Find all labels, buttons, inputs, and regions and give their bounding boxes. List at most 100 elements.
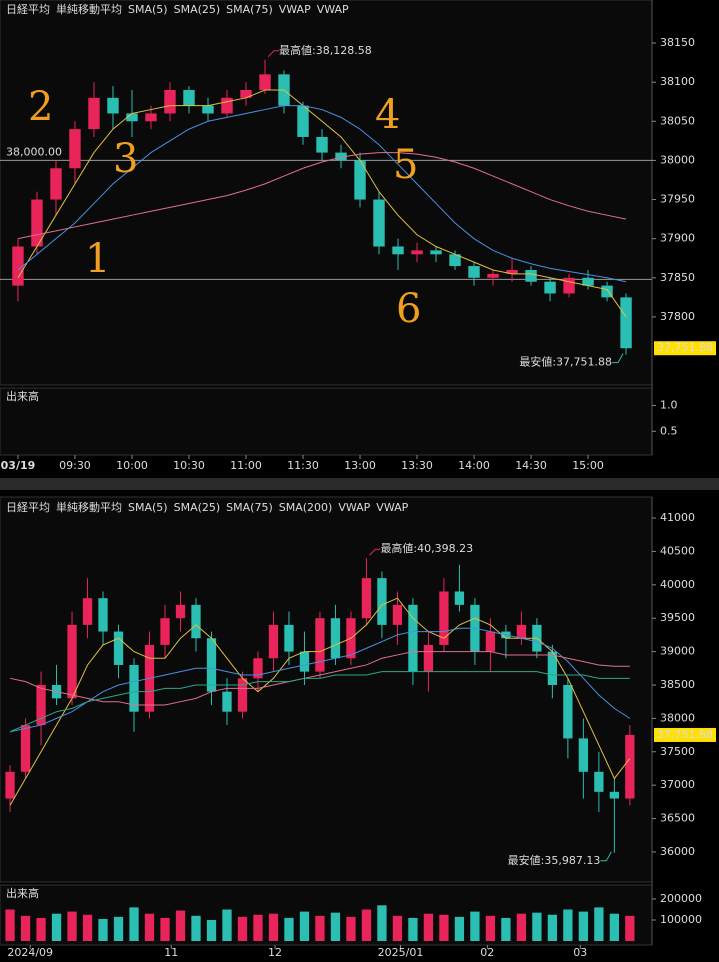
y-tick-label: 38000 bbox=[660, 153, 695, 166]
handwritten-mark: 2 bbox=[28, 84, 53, 130]
volume-bar bbox=[361, 909, 372, 942]
legend-entry: SMA(75) bbox=[226, 3, 273, 16]
candle-body bbox=[113, 631, 124, 665]
candle-body bbox=[107, 97, 119, 114]
volume-bar bbox=[191, 915, 201, 942]
legend-entry: VWAP bbox=[317, 3, 349, 16]
volume-bar bbox=[594, 907, 604, 942]
volume-bar bbox=[392, 915, 403, 942]
price-tag-label: 37,751.88 bbox=[657, 728, 713, 741]
candle-body bbox=[620, 297, 632, 349]
x-tick-label: 2025/01 bbox=[378, 946, 424, 959]
sma-line bbox=[9, 597, 631, 806]
volume-bar bbox=[284, 917, 294, 942]
y-tick-label: 36500 bbox=[660, 812, 695, 825]
y-tick-label: 36000 bbox=[660, 845, 695, 858]
handwritten-mark: 5 bbox=[393, 142, 418, 188]
x-tick-label: 11:30 bbox=[287, 459, 319, 472]
x-tick-label: 15:00 bbox=[572, 459, 604, 472]
candle-body bbox=[485, 631, 496, 652]
candle-body bbox=[126, 113, 138, 122]
x-tick-label: 10:00 bbox=[116, 459, 148, 472]
x-tick-label: 09:30 bbox=[59, 459, 91, 472]
candle-body bbox=[31, 199, 43, 247]
x-tick-label: 12 bbox=[268, 946, 282, 959]
handwritten-mark: 1 bbox=[85, 236, 110, 282]
low-label: 最安値:35,987.13 bbox=[508, 853, 601, 867]
x-tick-label: 2024/09 bbox=[7, 946, 53, 959]
candle-body bbox=[354, 160, 366, 200]
volume-bar bbox=[377, 905, 387, 942]
legend-entry: VWAP bbox=[338, 501, 370, 514]
candle-body bbox=[582, 277, 594, 286]
candle-body bbox=[222, 691, 232, 712]
legend-indicator: 単純移動平均 bbox=[56, 500, 122, 514]
candle-body bbox=[36, 684, 46, 726]
candle-body bbox=[547, 651, 558, 685]
candle-body bbox=[506, 269, 518, 274]
candle-body bbox=[625, 734, 635, 799]
y-tick-label: 37800 bbox=[660, 310, 695, 323]
y-tick-label: 38150 bbox=[660, 36, 695, 49]
candle-body bbox=[183, 89, 195, 106]
sma-line bbox=[9, 671, 630, 733]
y-tick-label: 38100 bbox=[660, 75, 695, 88]
high-label: 最高値:40,398.23 bbox=[380, 541, 473, 555]
candle-body bbox=[164, 89, 176, 114]
volume-bar bbox=[315, 915, 325, 942]
candle-body bbox=[5, 771, 15, 799]
candle-body bbox=[268, 624, 279, 659]
candle-body bbox=[377, 578, 387, 625]
candle-body bbox=[98, 598, 108, 632]
y-tick-label: 38050 bbox=[660, 114, 695, 127]
candle-body bbox=[411, 250, 423, 255]
y-tick-label: 37500 bbox=[660, 745, 695, 758]
volume-bar bbox=[129, 907, 139, 942]
x-tick-label: 14:30 bbox=[515, 459, 547, 472]
volume-bar bbox=[609, 913, 620, 942]
candle-body bbox=[67, 624, 77, 699]
candle-body bbox=[240, 89, 252, 98]
candle-body bbox=[578, 738, 589, 772]
volume-bar bbox=[113, 916, 124, 942]
volume-bar bbox=[408, 917, 418, 942]
candle-body bbox=[316, 136, 328, 153]
legend-entry: SMA(25) bbox=[174, 501, 221, 514]
volume-bar bbox=[454, 916, 465, 942]
volume-bar bbox=[36, 917, 46, 942]
candle-body bbox=[237, 678, 248, 712]
handwritten-mark: 6 bbox=[396, 286, 421, 332]
volume-bar bbox=[547, 914, 558, 942]
volume-bar bbox=[563, 909, 573, 942]
volume-tick-label: 100000 bbox=[660, 913, 702, 926]
volume-bar bbox=[253, 914, 263, 942]
volume-bar bbox=[175, 910, 186, 942]
candle-body bbox=[423, 644, 434, 672]
volume-bar bbox=[625, 915, 635, 942]
legend-instrument: 日経平均 bbox=[6, 3, 50, 16]
x-tick-label: 14:00 bbox=[458, 459, 490, 472]
candle-body bbox=[487, 273, 499, 278]
price-tag bbox=[654, 341, 716, 356]
x-tick-label: 13:30 bbox=[401, 459, 433, 472]
volume-bar bbox=[516, 913, 527, 942]
volume-bar bbox=[532, 912, 542, 942]
handwritten-mark: 3 bbox=[113, 136, 138, 182]
volume-bar bbox=[439, 914, 449, 942]
volume-bar bbox=[82, 914, 93, 942]
candle-body bbox=[253, 658, 263, 679]
volume-bar bbox=[237, 916, 248, 942]
candle-body bbox=[259, 74, 271, 90]
candle-body bbox=[297, 105, 309, 137]
candle-body bbox=[563, 277, 575, 294]
x-tick-label: 03/19 bbox=[1, 459, 36, 472]
candle-body bbox=[454, 591, 465, 605]
sma-line bbox=[9, 651, 630, 706]
x-tick-label: 11 bbox=[164, 946, 178, 959]
volume-bar bbox=[268, 913, 279, 942]
volume-bar bbox=[423, 913, 434, 942]
high-arrow bbox=[267, 50, 280, 58]
candle-body bbox=[335, 152, 347, 161]
volume-bar bbox=[67, 911, 77, 942]
y-tick-label: 37850 bbox=[660, 271, 695, 284]
